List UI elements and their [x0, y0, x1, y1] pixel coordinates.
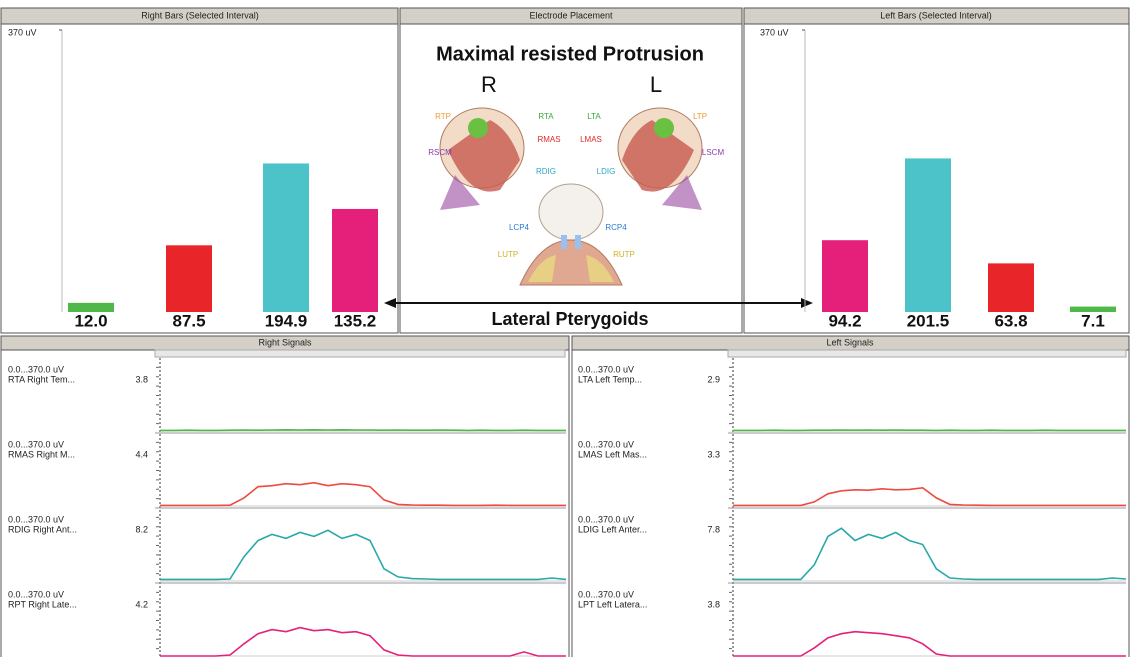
scrollbar[interactable]: [727, 349, 1127, 358]
channel-name: RPT Right Late...: [8, 599, 77, 609]
channel-name: LDIG Left Anter...: [578, 524, 647, 534]
value-label: 63.8: [994, 311, 1027, 330]
value-label: 94.2: [828, 311, 861, 330]
signal-trace: [733, 630, 1126, 657]
channel-range: 0.0...370.0 uV: [578, 514, 634, 524]
channel-reading: 3.8: [135, 374, 148, 384]
electrode-label: RTP: [435, 112, 451, 121]
channel-range: 0.0...370.0 uV: [8, 439, 64, 449]
electrode-label: LDIG: [597, 167, 616, 176]
right-signals-panel: [0, 335, 570, 657]
value-label: 194.9: [265, 311, 308, 330]
bar: [263, 163, 309, 312]
electrode-label: RDIG: [536, 167, 556, 176]
value-label: 135.2: [334, 311, 377, 330]
illustration: [439, 107, 703, 286]
channel-range: 0.0...370.0 uV: [578, 439, 634, 449]
electrode-label: RTA: [538, 112, 554, 121]
signal-trace: [160, 481, 566, 507]
bar: [905, 158, 951, 312]
scrollbar[interactable]: [154, 349, 566, 358]
bar: [1070, 306, 1116, 312]
side-label: R: [481, 72, 497, 97]
panel-title: Left Signals: [826, 337, 874, 347]
electrode-label: RUTP: [613, 250, 635, 259]
electrode-label: RSCM: [428, 148, 452, 157]
electrode-label: RCP4: [605, 223, 627, 232]
electrode-label: RMAS: [537, 135, 560, 144]
channel-name: LTA Left Temp...: [578, 374, 642, 384]
title-bar: [399, 7, 743, 25]
value-label: 201.5: [907, 311, 950, 330]
channel-name: RMAS Right M...: [8, 449, 75, 459]
panel-title: Right Signals: [258, 337, 312, 347]
channel-range: 0.0...370.0 uV: [578, 589, 634, 599]
channel-reading: 3.3: [707, 449, 720, 459]
channel-range: 0.0...370.0 uV: [8, 589, 64, 599]
annotation: Lateral Pterygoids: [491, 309, 648, 329]
value-label: 87.5: [172, 311, 205, 330]
channel-reading: 3.8: [707, 599, 720, 609]
heading: Maximal resisted Protrusion: [436, 43, 704, 65]
channel-name: RTA Right Tem...: [8, 374, 75, 384]
signal-trace: [160, 626, 566, 657]
electrode-label: LCP4: [509, 223, 530, 232]
value-label: 12.0: [74, 311, 107, 330]
electrode-label: LSCM: [702, 148, 725, 157]
title-bar: [743, 7, 1130, 25]
electrode-label: LMAS: [580, 135, 602, 144]
electrode-label: LTA: [587, 112, 601, 121]
channel-range: 0.0...370.0 uV: [8, 514, 64, 524]
channel-reading: 4.4: [135, 449, 148, 459]
bar: [332, 208, 378, 312]
channel-range: 0.0...370.0 uV: [8, 364, 64, 374]
bar: [166, 245, 212, 312]
panel-title: Right Bars (Selected Interval): [141, 10, 259, 20]
y-tick-label: 370 uV: [8, 27, 37, 37]
arrow-head: [384, 298, 396, 308]
electrode-label: LTP: [693, 112, 707, 121]
panel-title: Left Bars (Selected Interval): [880, 10, 992, 20]
signal-trace: [160, 428, 566, 432]
channel-name: LPT Left Latera...: [578, 599, 647, 609]
value-label: 7.1: [1081, 311, 1105, 330]
channel-reading: 2.9: [707, 374, 720, 384]
channel-reading: 8.2: [135, 524, 148, 534]
panel-title: Electrode Placement: [529, 10, 613, 20]
bar: [988, 263, 1034, 312]
title-bar: [0, 7, 399, 25]
signal-trace: [733, 486, 1126, 507]
electrode-label: LUTP: [498, 250, 518, 259]
channel-name: LMAS Left Mas...: [578, 449, 647, 459]
y-tick-label: 370 uV: [760, 27, 789, 37]
bar: [822, 240, 868, 312]
bar: [68, 302, 114, 312]
channel-reading: 4.2: [135, 599, 148, 609]
side-label: L: [650, 72, 662, 97]
left-signals-panel: [571, 335, 1130, 657]
signal-trace: [733, 527, 1127, 581]
signal-trace: [160, 529, 567, 581]
channel-reading: 7.8: [707, 524, 720, 534]
channel-range: 0.0...370.0 uV: [578, 364, 634, 374]
arrow-head: [801, 298, 813, 308]
channel-name: RDIG Right Ant...: [8, 524, 77, 534]
